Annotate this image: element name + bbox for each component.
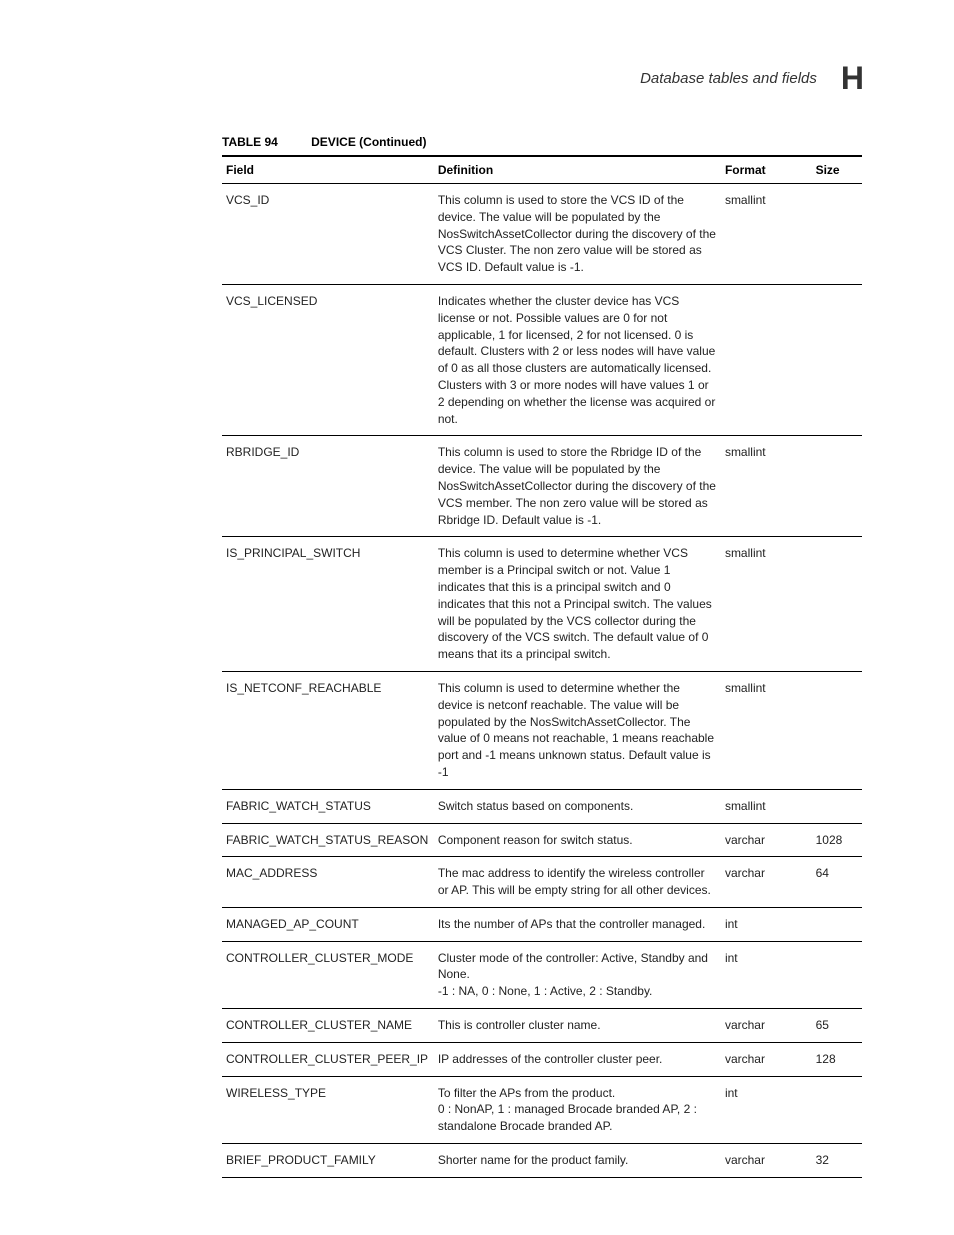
table-row: FABRIC_WATCH_STATUSSwitch status based o… <box>222 789 862 823</box>
table-row: MAC_ADDRESSThe mac address to identify t… <box>222 857 862 908</box>
cell-format: smallint <box>721 671 812 789</box>
cell-definition: IP addresses of the controller cluster p… <box>434 1042 721 1076</box>
cell-format: varchar <box>721 1009 812 1043</box>
cell-field: IS_PRINCIPAL_SWITCH <box>222 537 434 672</box>
table-name: DEVICE (Continued) <box>311 135 426 149</box>
table-row: VCS_IDThis column is used to store the V… <box>222 184 862 285</box>
table-row: FABRIC_WATCH_STATUS_REASONComponent reas… <box>222 823 862 857</box>
table-row: VCS_LICENSEDIndicates whether the cluste… <box>222 284 862 435</box>
col-header-format: Format <box>721 156 812 184</box>
cell-field: CONTROLLER_CLUSTER_NAME <box>222 1009 434 1043</box>
header-letter: H <box>841 60 864 97</box>
cell-format: smallint <box>721 436 812 537</box>
cell-field: VCS_ID <box>222 184 434 285</box>
cell-format <box>721 284 812 435</box>
col-header-size: Size <box>812 156 862 184</box>
cell-format: varchar <box>721 1144 812 1178</box>
cell-field: CONTROLLER_CLUSTER_PEER_IP <box>222 1042 434 1076</box>
cell-size <box>812 789 862 823</box>
cell-size: 128 <box>812 1042 862 1076</box>
table-caption: TABLE 94 DEVICE (Continued) <box>222 135 862 149</box>
cell-definition: This column is used to determine whether… <box>434 671 721 789</box>
col-header-definition: Definition <box>434 156 721 184</box>
cell-size <box>812 436 862 537</box>
table-body: VCS_IDThis column is used to store the V… <box>222 184 862 1178</box>
table-row: BRIEF_PRODUCT_FAMILYShorter name for the… <box>222 1144 862 1178</box>
cell-size <box>812 907 862 941</box>
cell-size <box>812 184 862 285</box>
cell-field: RBRIDGE_ID <box>222 436 434 537</box>
cell-format: smallint <box>721 537 812 672</box>
cell-field: MAC_ADDRESS <box>222 857 434 908</box>
cell-definition: This is controller cluster name. <box>434 1009 721 1043</box>
cell-field: IS_NETCONF_REACHABLE <box>222 671 434 789</box>
col-header-field: Field <box>222 156 434 184</box>
page-header: Database tables and fields H <box>640 60 864 97</box>
cell-format: smallint <box>721 184 812 285</box>
table-row: CONTROLLER_CLUSTER_PEER_IPIP addresses o… <box>222 1042 862 1076</box>
table-row: MANAGED_AP_COUNTIts the number of APs th… <box>222 907 862 941</box>
table-row: CONTROLLER_CLUSTER_MODECluster mode of t… <box>222 941 862 1008</box>
cell-field: FABRIC_WATCH_STATUS_REASON <box>222 823 434 857</box>
cell-format: int <box>721 907 812 941</box>
cell-size: 1028 <box>812 823 862 857</box>
cell-field: VCS_LICENSED <box>222 284 434 435</box>
cell-field: MANAGED_AP_COUNT <box>222 907 434 941</box>
cell-definition: Component reason for switch status. <box>434 823 721 857</box>
cell-format: varchar <box>721 1042 812 1076</box>
cell-size <box>812 671 862 789</box>
table-row: IS_PRINCIPAL_SWITCHThis column is used t… <box>222 537 862 672</box>
cell-size <box>812 537 862 672</box>
cell-size <box>812 284 862 435</box>
cell-definition: This column is used to store the Rbridge… <box>434 436 721 537</box>
cell-format: smallint <box>721 789 812 823</box>
cell-size: 64 <box>812 857 862 908</box>
cell-size: 65 <box>812 1009 862 1043</box>
cell-format: int <box>721 1076 812 1143</box>
cell-size: 32 <box>812 1144 862 1178</box>
table-number: TABLE 94 <box>222 135 278 149</box>
cell-definition: The mac address to identify the wireless… <box>434 857 721 908</box>
cell-field: FABRIC_WATCH_STATUS <box>222 789 434 823</box>
table-header-row: Field Definition Format Size <box>222 156 862 184</box>
cell-definition: To filter the APs from the product. 0 : … <box>434 1076 721 1143</box>
cell-field: WIRELESS_TYPE <box>222 1076 434 1143</box>
cell-definition: This column is used to determine whether… <box>434 537 721 672</box>
cell-format: varchar <box>721 857 812 908</box>
cell-field: BRIEF_PRODUCT_FAMILY <box>222 1144 434 1178</box>
cell-definition: Its the number of APs that the controlle… <box>434 907 721 941</box>
cell-size <box>812 941 862 1008</box>
cell-definition: Shorter name for the product family. <box>434 1144 721 1178</box>
cell-size <box>812 1076 862 1143</box>
table-row: WIRELESS_TYPETo filter the APs from the … <box>222 1076 862 1143</box>
table-row: CONTROLLER_CLUSTER_NAMEThis is controlle… <box>222 1009 862 1043</box>
cell-format: varchar <box>721 823 812 857</box>
table-row: RBRIDGE_IDThis column is used to store t… <box>222 436 862 537</box>
header-title: Database tables and fields <box>640 70 817 87</box>
table-row: IS_NETCONF_REACHABLEThis column is used … <box>222 671 862 789</box>
cell-format: int <box>721 941 812 1008</box>
cell-field: CONTROLLER_CLUSTER_MODE <box>222 941 434 1008</box>
cell-definition: Switch status based on components. <box>434 789 721 823</box>
cell-definition: This column is used to store the VCS ID … <box>434 184 721 285</box>
cell-definition: Indicates whether the cluster device has… <box>434 284 721 435</box>
cell-definition: Cluster mode of the controller: Active, … <box>434 941 721 1008</box>
content-area: TABLE 94 DEVICE (Continued) Field Defini… <box>222 135 862 1178</box>
device-table: Field Definition Format Size VCS_IDThis … <box>222 155 862 1178</box>
